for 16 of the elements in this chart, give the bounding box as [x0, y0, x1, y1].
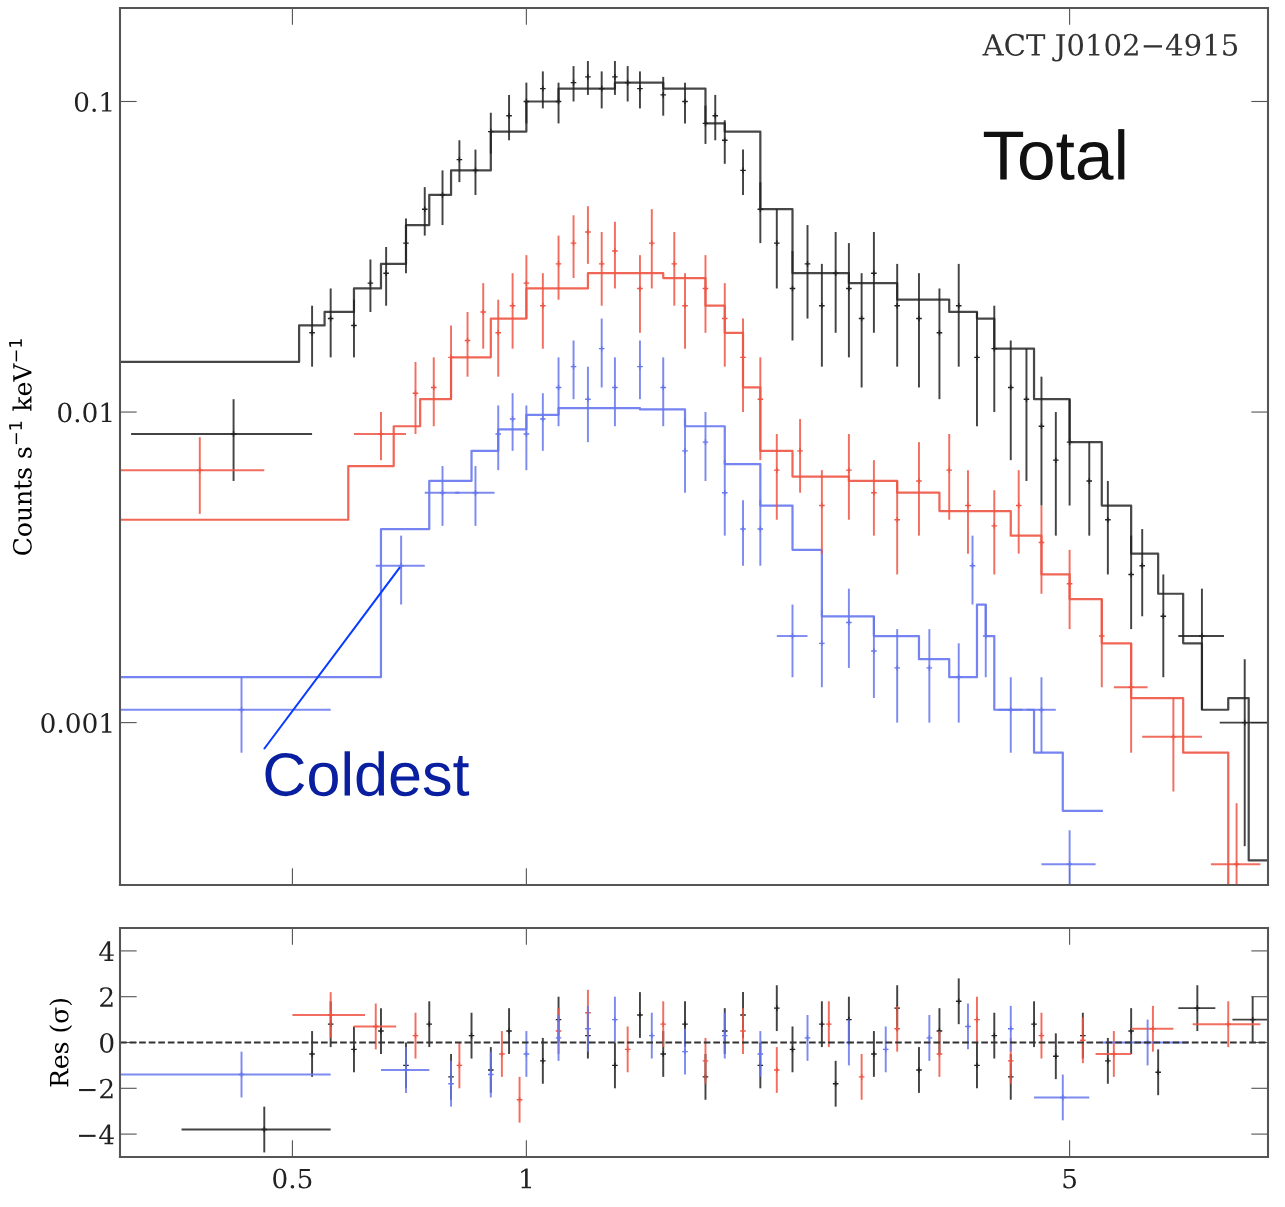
y-tick-label: 0.001	[41, 713, 112, 734]
y-tick-label: 0.01	[58, 402, 112, 423]
x-tick-label: 5	[1063, 1168, 1076, 1189]
y-axis-title: Counts s$^{−1}$ keV$^{−1}$	[9, 339, 32, 555]
y-tick-label: 2	[100, 987, 113, 1007]
y-axis-title: Res (σ)	[49, 998, 73, 1087]
x-tick-label: 1	[521, 1168, 532, 1189]
annotation: Total	[983, 129, 1125, 181]
annotation: ACT J0102−4915	[982, 33, 1238, 62]
y-tick-label: 0	[100, 1032, 114, 1053]
x-tick-label: 0.5	[273, 1168, 312, 1189]
y-tick-label: −4	[79, 1124, 114, 1145]
annotation: Coldest	[265, 751, 470, 797]
y-tick-label: 0.1	[74, 91, 112, 112]
y-tick-label: −2	[79, 1078, 113, 1099]
y-tick-label: 4	[99, 941, 114, 961]
